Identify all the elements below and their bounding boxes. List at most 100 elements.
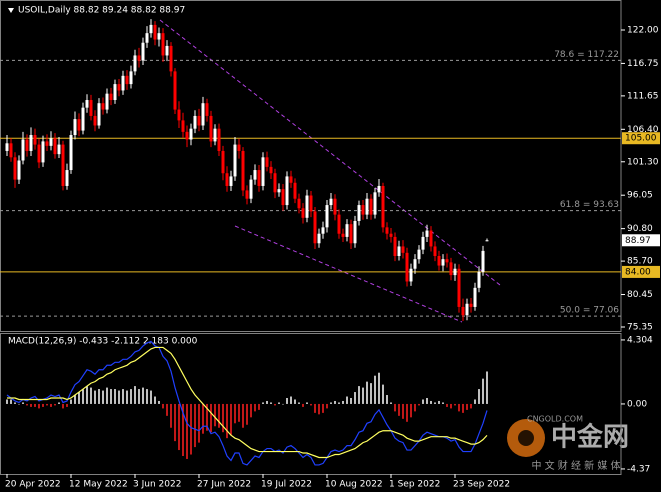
macd-histogram-bar xyxy=(386,395,388,404)
macd-histogram-bar xyxy=(54,403,56,406)
candle-body xyxy=(133,55,137,72)
candle-body xyxy=(273,173,277,193)
hline-box xyxy=(622,265,660,278)
macd-histogram-bar xyxy=(202,403,204,434)
x-tick-label: 19 Jul 2022 xyxy=(261,480,312,490)
candle-body xyxy=(321,227,325,234)
candle-body xyxy=(277,189,281,193)
macd-histogram-bar xyxy=(342,400,344,404)
macd-histogram-bar xyxy=(250,403,252,418)
candle-body xyxy=(81,107,85,131)
macd-histogram-bar xyxy=(274,403,276,406)
macd-histogram-bar xyxy=(22,402,24,404)
macd-histogram-bar xyxy=(486,371,488,404)
macd-histogram-bar xyxy=(454,403,456,406)
x-tick-label: 23 Sep 2022 xyxy=(453,480,510,490)
macd-histogram-bar xyxy=(110,389,112,404)
macd-histogram-bar xyxy=(122,389,124,404)
macd-histogram-bar xyxy=(118,390,120,404)
macd-histogram-bar xyxy=(270,402,272,404)
candle-body xyxy=(269,166,273,174)
x-tick-label: 1 Sep 2022 xyxy=(389,480,440,490)
macd-histogram-bar xyxy=(410,403,412,418)
macd-histogram-bar xyxy=(406,403,408,422)
macd-histogram-bar xyxy=(322,403,324,413)
candle-body xyxy=(157,33,161,40)
macd-histogram-bar xyxy=(378,372,380,404)
candle-body xyxy=(233,144,237,177)
macd-histogram-bar xyxy=(38,403,40,409)
macd-histogram-bar xyxy=(6,399,8,404)
candle-body xyxy=(241,150,245,191)
macd-histogram-bar xyxy=(446,403,448,407)
candle-body xyxy=(313,211,317,244)
candle-body xyxy=(189,128,193,140)
candle-body xyxy=(429,230,433,247)
macd-histogram-bar xyxy=(398,403,400,416)
candle-body xyxy=(29,135,33,151)
macd-histogram-bar xyxy=(66,403,68,407)
chart-title: USOIL,Daily 88.82 89.24 88.82 88.97 xyxy=(18,6,185,16)
macd-histogram-bar xyxy=(62,403,64,409)
macd-histogram-bar xyxy=(246,403,248,425)
macd-histogram-bar xyxy=(438,400,440,404)
macd-histogram-bar xyxy=(42,403,44,407)
candle-body xyxy=(197,115,201,126)
macd-histogram-bar xyxy=(262,402,264,404)
y-tick-label: 122.00 xyxy=(627,25,659,35)
fib-label: 78.6 = 117.22 xyxy=(554,50,619,60)
macd-histogram-bar xyxy=(458,403,460,412)
macd-histogram-bar xyxy=(70,399,72,404)
candle-body xyxy=(293,182,297,199)
candle-body xyxy=(433,246,437,257)
candle-body xyxy=(329,198,333,206)
macd-histogram-bar xyxy=(214,403,216,427)
macd-histogram-bar xyxy=(434,402,436,404)
candle-body xyxy=(61,144,65,186)
candle-body xyxy=(125,75,129,85)
candle-body xyxy=(485,240,489,242)
candle-body xyxy=(93,115,97,126)
macd-histogram-bar xyxy=(282,403,284,405)
macd-histogram-bar xyxy=(58,402,60,404)
candle-body xyxy=(137,55,141,61)
macd-histogram-bar xyxy=(226,403,228,439)
macd-histogram-bar xyxy=(218,403,220,428)
candle-body xyxy=(245,190,249,199)
macd-histogram-bar xyxy=(258,403,260,410)
candle-body xyxy=(149,24,153,34)
macd-histogram-bar xyxy=(358,386,360,404)
macd-histogram-bar xyxy=(370,383,372,404)
macd-histogram-bar xyxy=(302,403,304,407)
candle-body xyxy=(413,259,417,269)
macd-histogram-bar xyxy=(126,390,128,404)
x-tick-label: 3 Jun 2022 xyxy=(133,480,181,490)
macd-histogram-bar xyxy=(194,403,196,448)
candle-body xyxy=(57,144,61,155)
candle-body xyxy=(221,150,225,174)
macd-histogram-bar xyxy=(314,403,316,413)
candle-body xyxy=(213,128,217,142)
candle-body xyxy=(253,170,257,180)
macd-histogram-bar xyxy=(450,403,452,409)
macd-histogram-bar xyxy=(18,403,20,405)
candle-body xyxy=(353,220,357,244)
candle-body xyxy=(469,303,473,307)
macd-histogram-bar xyxy=(182,403,184,457)
candle-body xyxy=(257,170,261,186)
candle-body xyxy=(17,160,21,180)
macd-histogram-bar xyxy=(150,390,152,404)
macd-histogram-bar xyxy=(82,389,84,404)
candle-body xyxy=(153,24,157,40)
candle-body xyxy=(421,236,425,250)
candle-body xyxy=(457,268,461,307)
candle-body xyxy=(389,233,393,237)
macd-histogram-bar xyxy=(326,403,328,409)
candle-body xyxy=(169,45,173,72)
candle-body xyxy=(357,205,361,221)
y-tick-label: 111.65 xyxy=(627,91,659,101)
candle-body xyxy=(77,119,81,131)
y-tick-label: 80.45 xyxy=(627,290,653,300)
candle-body xyxy=(225,173,229,186)
